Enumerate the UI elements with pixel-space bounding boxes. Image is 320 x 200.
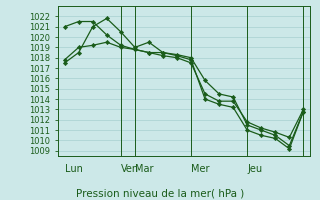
- Text: Lun: Lun: [65, 164, 83, 174]
- Text: Mer: Mer: [191, 164, 210, 174]
- Text: Ven: Ven: [121, 164, 139, 174]
- Text: Jeu: Jeu: [247, 164, 262, 174]
- Text: Mar: Mar: [135, 164, 153, 174]
- Text: Pression niveau de la mer( hPa ): Pression niveau de la mer( hPa ): [76, 188, 244, 198]
